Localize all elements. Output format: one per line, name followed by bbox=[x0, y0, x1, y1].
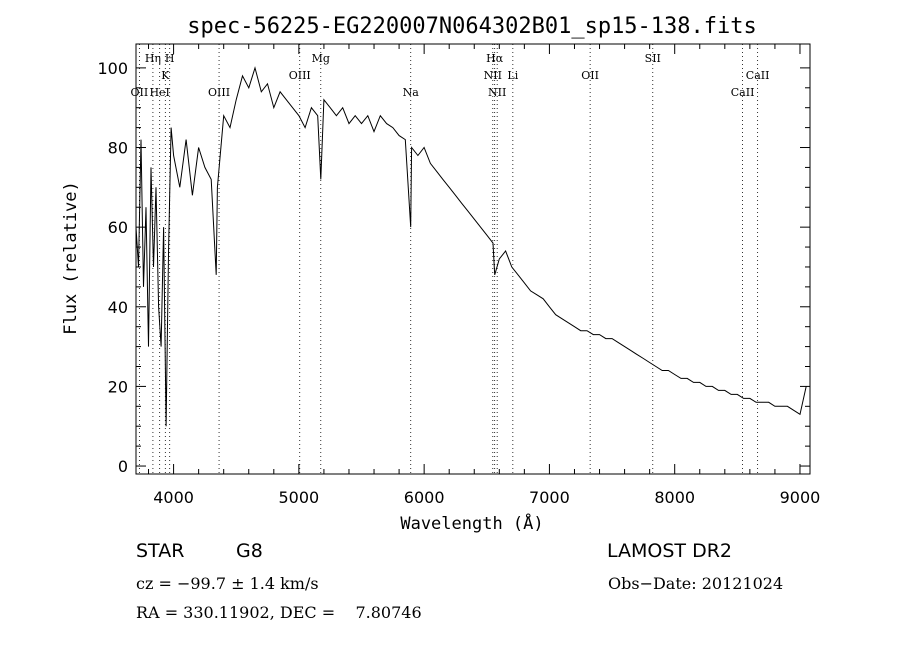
line-label-0: OII bbox=[131, 86, 149, 99]
line-label-9: NII bbox=[484, 69, 502, 82]
line-label-10: Hα bbox=[486, 52, 504, 65]
x-tick-label-4: 8000 bbox=[654, 488, 695, 507]
x-tick-label-1: 5000 bbox=[279, 488, 320, 507]
survey-label: LAMOST DR2 bbox=[607, 540, 732, 562]
line-label-6: OIII bbox=[289, 69, 311, 82]
spectral-line-markers bbox=[138, 44, 759, 474]
line-label-14: SII bbox=[645, 52, 661, 65]
line-label-12: Li bbox=[507, 69, 518, 82]
line-label-4: H bbox=[165, 52, 175, 65]
object-class-label: G8 bbox=[236, 540, 263, 562]
line-label-2: HeI bbox=[149, 86, 169, 99]
line-label-7: Mg bbox=[312, 52, 330, 65]
line-label-3: K bbox=[161, 69, 170, 82]
x-axis-label: Wavelength (Å) bbox=[400, 512, 543, 534]
y-tick-label-4: 80 bbox=[108, 139, 128, 158]
y-axis-label: Flux (relative) bbox=[61, 181, 81, 335]
plot-frame bbox=[135, 43, 811, 475]
y-tick-label-3: 60 bbox=[108, 218, 128, 237]
object-type-label: STAR bbox=[136, 540, 185, 562]
y-tick-label-0: 0 bbox=[118, 457, 128, 476]
x-tick-label-5: 9000 bbox=[780, 488, 821, 507]
obs-date-label: Obs−Date: 20121024 bbox=[608, 574, 784, 593]
x-axis-ticks: 4000 5000 6000 7000 8000 9000 bbox=[148, 44, 821, 507]
x-tick-label-3: 7000 bbox=[529, 488, 570, 507]
line-label-1: Hη bbox=[145, 52, 161, 65]
spectrum-series-line bbox=[135, 66, 807, 427]
y-tick-label-5: 100 bbox=[97, 59, 128, 78]
line-label-11: NII bbox=[488, 86, 506, 99]
x-tick-label-0: 4000 bbox=[153, 488, 194, 507]
line-label-16: CaII bbox=[746, 69, 770, 82]
x-tick-label-2: 6000 bbox=[404, 488, 445, 507]
coordinates-label: RA = 330.11902, DEC = 7.80746 bbox=[136, 603, 422, 622]
line-label-13: OII bbox=[581, 69, 599, 82]
y-tick-label-2: 40 bbox=[108, 298, 128, 317]
line-label-5: OIII bbox=[208, 86, 230, 99]
redshift-label: cz = −99.7 ± 1.4 km/s bbox=[136, 574, 319, 593]
chart-title: spec-56225-EG220007N064302B01_sp15-138.f… bbox=[187, 14, 757, 39]
line-label-8: Na bbox=[403, 86, 420, 99]
y-axis-ticks: 0 20 40 60 80 100 bbox=[97, 59, 810, 476]
y-tick-label-1: 20 bbox=[108, 377, 128, 396]
line-label-15: CaII bbox=[731, 86, 755, 99]
